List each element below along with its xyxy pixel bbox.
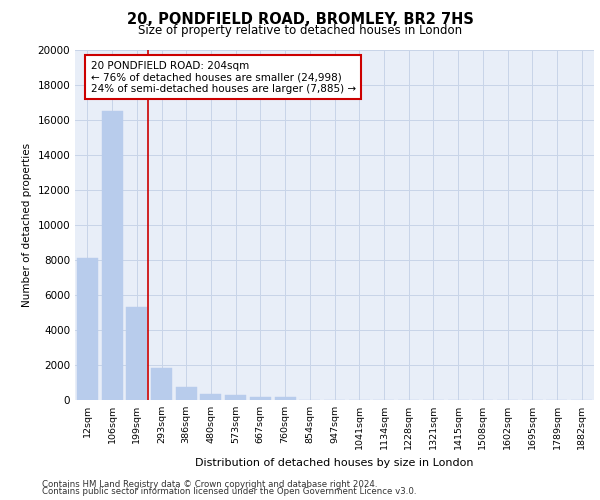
Text: Size of property relative to detached houses in London: Size of property relative to detached ho… (138, 24, 462, 37)
Bar (151, 368, 172, 400)
Bar (176, 387, 197, 400)
Text: Contains public sector information licensed under the Open Government Licence v3: Contains public sector information licen… (42, 488, 416, 496)
Text: Contains HM Land Registry data © Crown copyright and database right 2024.: Contains HM Land Registry data © Crown c… (42, 480, 377, 489)
Bar (275, 396, 296, 400)
X-axis label: Distribution of detached houses by size in London: Distribution of detached houses by size … (195, 458, 474, 468)
Bar (101, 112, 122, 400)
Bar (250, 396, 271, 400)
Text: 20, PONDFIELD ROAD, BROMLEY, BR2 7HS: 20, PONDFIELD ROAD, BROMLEY, BR2 7HS (127, 12, 473, 28)
Bar (77, 258, 98, 400)
Bar (126, 307, 147, 400)
Bar (200, 394, 221, 400)
Text: 20 PONDFIELD ROAD: 204sqm
← 76% of detached houses are smaller (24,998)
24% of s: 20 PONDFIELD ROAD: 204sqm ← 76% of detac… (91, 60, 356, 94)
Bar (225, 396, 246, 400)
Y-axis label: Number of detached properties: Number of detached properties (22, 143, 32, 307)
